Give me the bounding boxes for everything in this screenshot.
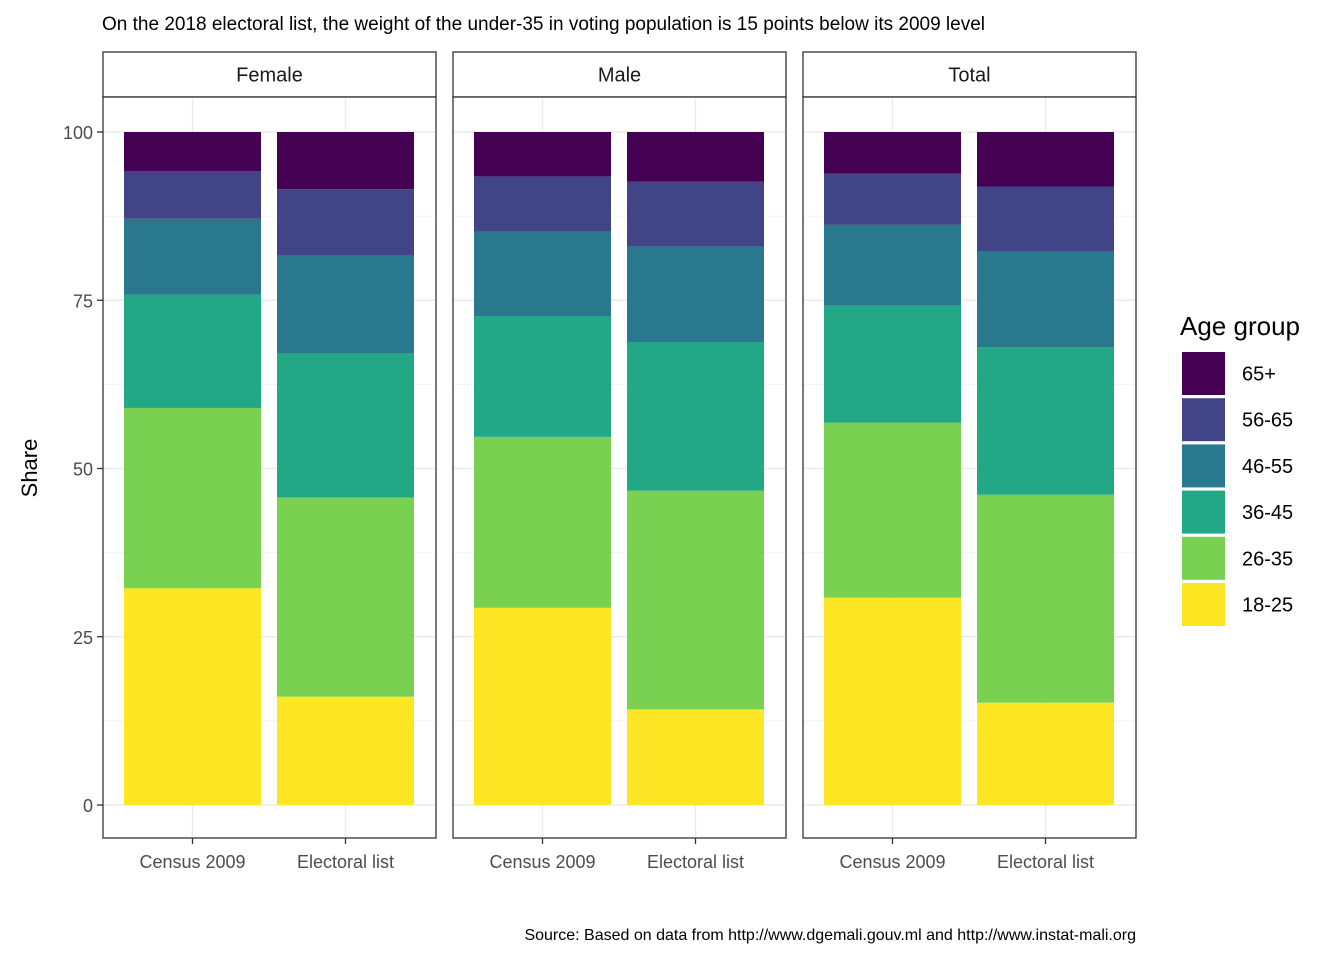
legend-title: Age group (1180, 311, 1300, 341)
bar-segment-male-census-2009-65 (474, 132, 611, 177)
bar-segment-female-census-2009-65 (124, 132, 261, 172)
panel-border (802, 96, 1137, 839)
panel-border (102, 96, 437, 839)
bar-segment-female-census-2009-56-65 (124, 171, 261, 219)
y-tick-label: 25 (73, 628, 93, 648)
bar-segment-total-census-2009-65 (824, 132, 961, 174)
bar-segment-total-census-2009-46-55 (824, 224, 961, 306)
y-tick-label: 50 (73, 460, 93, 480)
facet-label: Total (948, 65, 990, 87)
facet-strip (452, 51, 787, 98)
legend-key-46-55 (1182, 444, 1225, 488)
bar-segment-total-census-2009-26-35 (824, 422, 961, 598)
bar-segment-female-electoral-list-26-35 (277, 497, 414, 697)
chart-title: On the 2018 electoral list, the weight o… (102, 14, 985, 35)
bar-segment-female-electoral-list-56-65 (277, 189, 414, 256)
bar-segment-male-electoral-list-36-45 (627, 341, 764, 491)
bar-segment-male-electoral-list-65 (627, 132, 764, 182)
legend-label-46-55: 46-55 (1242, 456, 1293, 478)
caption: Source: Based on data from http://www.dg… (524, 927, 1136, 944)
legend-key-56-65 (1182, 398, 1225, 442)
panel-border (452, 96, 787, 839)
legend-key-36-45 (1182, 490, 1225, 534)
legend-key-65 (1182, 352, 1225, 395)
bar-segment-female-census-2009-36-45 (124, 294, 261, 408)
bar-segment-male-electoral-list-46-55 (627, 246, 764, 342)
y-tick-label: 75 (73, 291, 93, 311)
bar-segment-male-electoral-list-26-35 (627, 490, 764, 710)
legend-key-26-35 (1182, 536, 1225, 580)
bar-segment-male-census-2009-18-25 (474, 607, 611, 805)
legend-label-26-35: 26-35 (1242, 548, 1293, 570)
bar-segment-total-electoral-list-18-25 (977, 702, 1114, 805)
bar-segment-total-electoral-list-26-35 (977, 494, 1114, 703)
x-tick-label: Electoral list (997, 852, 1094, 872)
facet-label: Female (236, 65, 303, 87)
bar-segment-male-electoral-list-18-25 (627, 709, 764, 805)
legend-label-65: 65+ (1242, 364, 1276, 386)
y-tick-label: 0 (83, 796, 93, 816)
bar-segment-female-census-2009-46-55 (124, 218, 261, 295)
facet-label: Male (598, 65, 641, 87)
bar-segment-total-electoral-list-65 (977, 132, 1114, 187)
legend: Age group 65+ 56-65 46-55 36-45 26-35 18-25 (1180, 311, 1300, 626)
bar-segment-total-electoral-list-46-55 (977, 251, 1114, 348)
facet-panel-total: Total Census 2009 Electoral list (802, 51, 1137, 872)
facet-panel-male: Male Census 2009 Electoral list (452, 51, 787, 872)
bar-segment-total-census-2009-18-25 (824, 597, 961, 805)
bar-segment-male-census-2009-56-65 (474, 176, 611, 232)
facet-strip (802, 51, 1137, 98)
bar-segment-total-electoral-list-36-45 (977, 347, 1114, 495)
legend-label-36-45: 36-45 (1242, 502, 1293, 524)
bar-segment-male-census-2009-46-55 (474, 231, 611, 317)
bar-segment-female-electoral-list-18-25 (277, 696, 414, 805)
bar-segment-total-census-2009-36-45 (824, 305, 961, 423)
bar-segment-female-electoral-list-36-45 (277, 353, 414, 498)
bar-segment-female-electoral-list-46-55 (277, 255, 414, 354)
facet-strip (102, 51, 437, 98)
legend-label-18-25: 18-25 (1242, 595, 1293, 617)
x-tick-label: Census 2009 (139, 852, 245, 872)
bar-segment-female-census-2009-18-25 (124, 588, 261, 805)
y-axis: 0 25 50 75 100 (63, 123, 103, 816)
facet-panel-female: Female Census 2009 Electoral list (102, 51, 437, 872)
bar-segment-female-census-2009-26-35 (124, 407, 261, 589)
bar-segment-male-census-2009-26-35 (474, 436, 611, 608)
x-tick-label: Census 2009 (489, 852, 595, 872)
bar-segment-total-census-2009-56-65 (824, 173, 961, 225)
legend-key-18-25 (1182, 583, 1225, 626)
x-tick-label: Electoral list (647, 852, 744, 872)
y-tick-label: 100 (63, 123, 93, 143)
bar-segment-male-electoral-list-56-65 (627, 181, 764, 247)
legend-label-56-65: 56-65 (1242, 410, 1293, 432)
bar-segment-total-electoral-list-56-65 (977, 186, 1114, 252)
y-axis-title: Share (17, 439, 42, 498)
bar-segment-female-electoral-list-65 (277, 132, 414, 190)
x-tick-label: Census 2009 (839, 852, 945, 872)
x-tick-label: Electoral list (297, 852, 394, 872)
bar-segment-male-census-2009-36-45 (474, 316, 611, 437)
facet-panels: Female Census 2009 Electoral list Male Censu… (63, 51, 1137, 872)
